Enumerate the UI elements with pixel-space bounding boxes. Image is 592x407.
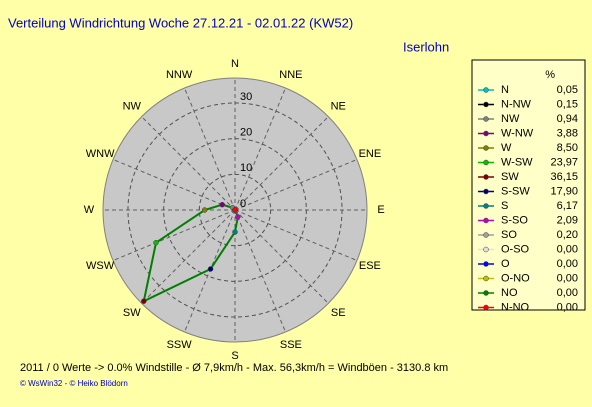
station: Iserlohn xyxy=(403,39,449,54)
r-tick-label: 20 xyxy=(240,127,252,139)
spoke xyxy=(112,209,236,261)
legend-label: S-SO xyxy=(501,214,528,226)
legend-label: O xyxy=(501,258,510,270)
spoke xyxy=(234,209,358,261)
direction-label: N xyxy=(231,58,239,70)
direction-label: NNE xyxy=(279,69,302,81)
legend-box xyxy=(471,59,586,311)
spoke xyxy=(234,87,286,211)
legend-marker xyxy=(483,275,489,282)
legend-label: NO xyxy=(501,287,518,299)
direction-label: W xyxy=(84,204,95,216)
legend-marker xyxy=(483,174,489,180)
legend-value: 23,97 xyxy=(550,156,578,168)
direction-label: ESE xyxy=(359,260,381,272)
direction-label: SE xyxy=(331,307,346,319)
marker xyxy=(232,207,238,213)
legend-value: 0,00 xyxy=(557,287,578,299)
spoke xyxy=(141,209,236,304)
legend-marker xyxy=(483,304,489,311)
legend-value: 17,90 xyxy=(550,185,578,197)
r-tick-label: 0 xyxy=(240,198,246,210)
legend-value: 0,05 xyxy=(557,84,578,96)
legend-header: % xyxy=(545,69,555,81)
spoke xyxy=(234,116,329,211)
legend-value: 0,00 xyxy=(557,272,578,284)
legend-marker xyxy=(483,130,489,137)
legend-label: W-NW xyxy=(501,127,534,139)
direction-label: SSE xyxy=(280,339,302,351)
legend-value: 3,88 xyxy=(557,127,578,139)
marker xyxy=(219,201,225,208)
marker xyxy=(207,266,214,272)
legend-value: 0,00 xyxy=(557,301,578,313)
chart-title: Verteilung Windrichtung Woche 27.12.21 -… xyxy=(8,15,353,30)
legend-marker xyxy=(483,145,489,151)
marker xyxy=(232,229,238,235)
direction-label: NE xyxy=(331,101,346,113)
marker xyxy=(141,298,147,304)
credit: © WsWin32 - © Heiko Blödorn xyxy=(20,379,128,388)
legend-marker xyxy=(483,217,489,224)
grid-ring xyxy=(127,102,343,318)
legend-marker xyxy=(483,116,489,122)
spoke xyxy=(141,116,236,211)
legend-marker xyxy=(483,290,489,296)
legend-marker xyxy=(483,261,489,267)
spoke xyxy=(184,87,236,211)
legend-label: W xyxy=(501,142,512,154)
legend-label: S-SW xyxy=(501,185,530,197)
grid-ring xyxy=(163,138,307,282)
legend-value: 0,00 xyxy=(557,243,578,255)
spoke xyxy=(112,159,236,211)
direction-label: NW xyxy=(123,101,142,113)
legend-marker xyxy=(483,203,489,209)
legend-marker xyxy=(483,87,489,93)
legend-label: N-NW xyxy=(501,98,532,110)
legend-value: 8,50 xyxy=(557,142,578,154)
spoke xyxy=(234,209,329,304)
legend-value: 0,94 xyxy=(557,113,578,125)
direction-label: WNW xyxy=(86,148,115,160)
legend-value: 2,09 xyxy=(557,214,578,226)
legend-marker xyxy=(483,101,489,108)
legend-label: SO xyxy=(501,229,517,241)
r-tick-label: 30 xyxy=(240,91,252,103)
grid-ring xyxy=(198,173,272,247)
legend-value: 0,20 xyxy=(557,229,578,241)
legend-label: W-SW xyxy=(501,156,533,168)
direction-label: SW xyxy=(123,307,141,319)
legend-marker xyxy=(483,188,489,195)
marker xyxy=(201,207,208,213)
legend-marker xyxy=(483,246,489,253)
legend-label: N xyxy=(501,84,509,96)
direction-label: SSW xyxy=(167,339,193,351)
legend-value: 6,17 xyxy=(557,200,578,212)
legend-label: N-NO xyxy=(501,301,530,313)
direction-label: ENE xyxy=(359,148,382,160)
legend-label: O-SO xyxy=(501,243,530,255)
spoke xyxy=(234,159,358,211)
legend-value: 0,00 xyxy=(557,258,578,270)
legend-marker xyxy=(483,159,489,166)
r-tick-label: 10 xyxy=(240,162,252,174)
legend-label: O-NO xyxy=(501,272,530,284)
legend-label: SW xyxy=(501,171,519,183)
legend-value: 0,15 xyxy=(557,98,578,110)
spoke xyxy=(234,209,286,333)
legend-marker xyxy=(483,232,489,238)
legend-label: NW xyxy=(501,113,520,125)
direction-label: WSW xyxy=(86,260,115,272)
direction-label: S xyxy=(231,350,238,362)
footer: 2011 / 0 Werte -> 0.0% Windstille - Ø 7,… xyxy=(20,362,448,374)
direction-label: E xyxy=(377,204,384,216)
marker xyxy=(235,214,241,220)
marker xyxy=(153,239,159,246)
legend-label: S xyxy=(501,200,508,212)
legend-value: 36,15 xyxy=(550,171,578,183)
direction-label: NNW xyxy=(166,69,193,81)
